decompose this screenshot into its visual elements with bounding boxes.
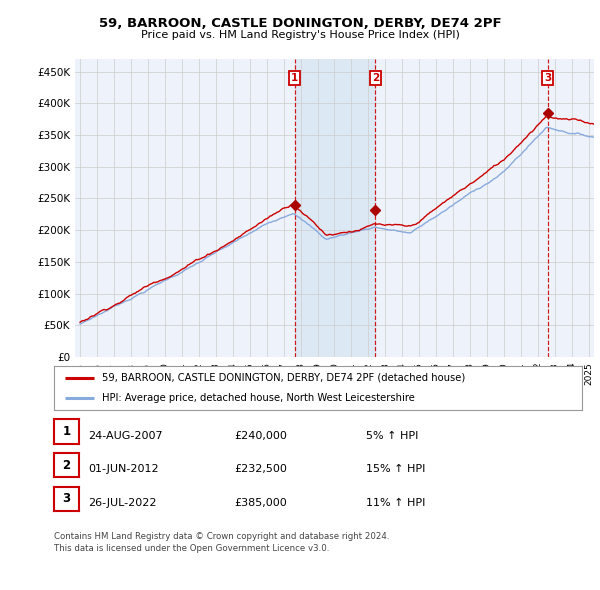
Text: Price paid vs. HM Land Registry's House Price Index (HPI): Price paid vs. HM Land Registry's House …	[140, 30, 460, 40]
Text: Contains HM Land Registry data © Crown copyright and database right 2024.
This d: Contains HM Land Registry data © Crown c…	[54, 533, 389, 553]
Text: 24-AUG-2007: 24-AUG-2007	[88, 431, 163, 441]
Text: 11% ↑ HPI: 11% ↑ HPI	[366, 498, 425, 508]
Text: 1: 1	[62, 425, 71, 438]
Text: 59, BARROON, CASTLE DONINGTON, DERBY, DE74 2PF (detached house): 59, BARROON, CASTLE DONINGTON, DERBY, DE…	[101, 373, 465, 383]
Text: 59, BARROON, CASTLE DONINGTON, DERBY, DE74 2PF: 59, BARROON, CASTLE DONINGTON, DERBY, DE…	[98, 17, 502, 30]
Text: 3: 3	[544, 73, 551, 83]
Text: 2: 2	[62, 458, 71, 472]
Text: HPI: Average price, detached house, North West Leicestershire: HPI: Average price, detached house, Nort…	[101, 393, 415, 403]
Text: £240,000: £240,000	[234, 431, 287, 441]
Text: 15% ↑ HPI: 15% ↑ HPI	[366, 464, 425, 474]
Text: £385,000: £385,000	[234, 498, 287, 508]
Text: 26-JUL-2022: 26-JUL-2022	[88, 498, 157, 508]
Text: 2: 2	[372, 73, 379, 83]
Text: 01-JUN-2012: 01-JUN-2012	[88, 464, 159, 474]
Text: 1: 1	[291, 73, 298, 83]
Text: 3: 3	[62, 492, 71, 506]
Bar	[295, 59, 376, 357]
Text: £232,500: £232,500	[234, 464, 287, 474]
Text: 5% ↑ HPI: 5% ↑ HPI	[366, 431, 418, 441]
